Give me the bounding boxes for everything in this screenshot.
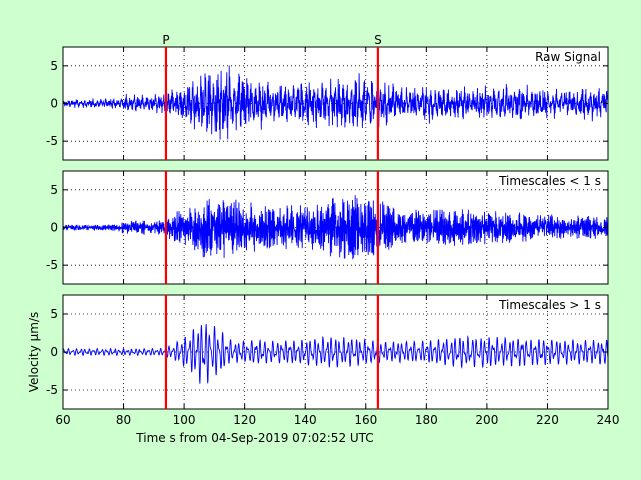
panel-2: -5 0 5 Timescales < 1 s [46, 170, 609, 285]
x-tick-label: 140 [294, 413, 317, 427]
panel-3: -5 0 5 Timescales > 1 s Velocity μm/s [27, 294, 609, 410]
x-tick-label: 220 [536, 413, 559, 427]
x-axis-label: Time s from 04-Sep-2019 07:02:52 UTC [135, 431, 373, 445]
x-tick-label: 100 [173, 413, 196, 427]
y-tick-label: -5 [46, 258, 58, 272]
y-tick-label: 0 [50, 97, 58, 111]
y-tick-label: -5 [46, 383, 58, 397]
waveform-trace [62, 195, 609, 260]
x-tick-label: 180 [415, 413, 438, 427]
x-tick-label: 240 [597, 413, 620, 427]
panel-title: Timescales < 1 s [498, 174, 601, 188]
y-tick-label: 0 [50, 345, 58, 359]
y-tick-label: 5 [50, 59, 58, 73]
y-tick-label: -5 [46, 134, 58, 148]
x-tick-label: 120 [233, 413, 256, 427]
x-tick-label: 160 [354, 413, 377, 427]
waveform-trace [62, 323, 609, 384]
panel-1: -5 0 5 Raw Signal [46, 46, 609, 161]
y-tick-label: 5 [50, 307, 58, 321]
panel-title: Raw Signal [535, 50, 601, 64]
x-tick-label: 200 [475, 413, 498, 427]
waveform-trace [62, 65, 609, 140]
phase-marker-label: S [374, 33, 382, 47]
x-axis: 60 80 100 120 140 160 180 200 220 240 [55, 413, 619, 427]
x-tick-label: 80 [116, 413, 131, 427]
y-tick-label: 5 [50, 183, 58, 197]
x-tick-label: 60 [55, 413, 70, 427]
y-tick-label: 0 [50, 221, 58, 235]
phase-marker-label: P [162, 33, 169, 47]
panels-layer: -5 0 5 Raw Signal -5 0 5 Timescales < 1 s -5 0 5 Ti… [27, 46, 609, 410]
panel-title: Timescales > 1 s [498, 298, 601, 312]
y-axis-label: Velocity μm/s [27, 312, 41, 393]
